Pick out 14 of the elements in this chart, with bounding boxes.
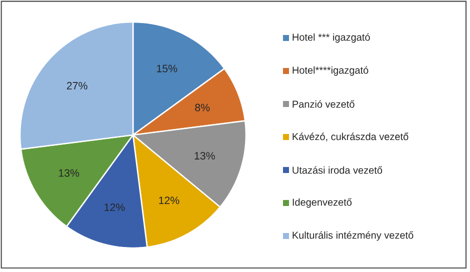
legend-label: Idegenvezető [292, 198, 352, 208]
legend-label: Hotel****igazgató [292, 66, 368, 76]
legend-label: Kulturális intézmény vezető [292, 231, 414, 241]
data-label: 13% [194, 152, 215, 160]
legend-label: Kávézó, cukrászda vezető [292, 132, 408, 142]
legend-label: Hotel *** igazgató [292, 33, 370, 43]
data-label: 12% [104, 203, 125, 211]
data-label: 13% [58, 169, 80, 177]
data-label: 8% [195, 104, 210, 112]
data-label: 15% [157, 64, 178, 72]
data-label: 27% [66, 82, 88, 90]
data-label: 12% [159, 196, 180, 204]
legend-label: Panzió vezető [292, 100, 354, 108]
legend-label: Utazási iroda vezető [292, 166, 382, 174]
